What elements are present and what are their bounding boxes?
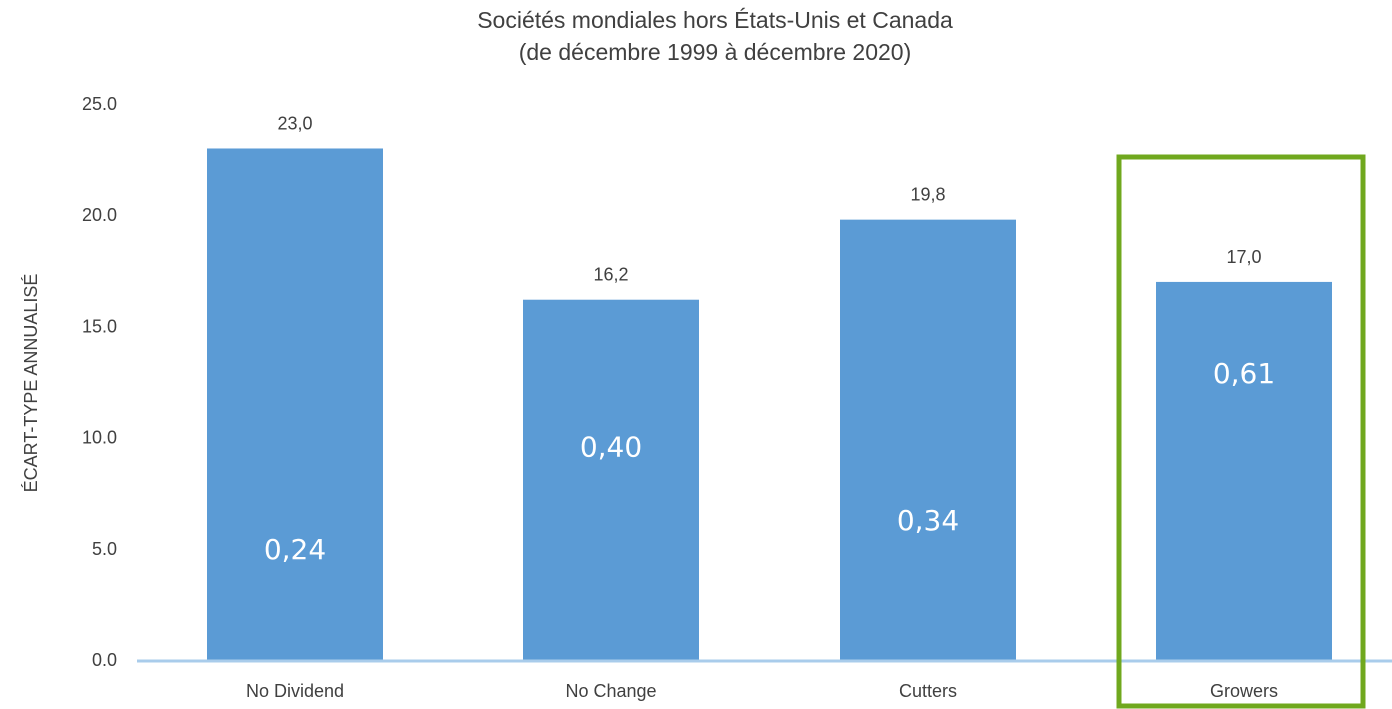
- y-tick-label: 20.0: [82, 205, 117, 225]
- bar-inner-label: 0,34: [897, 504, 959, 537]
- bar-value-label: 16,2: [593, 265, 628, 285]
- growers-highlight-box: [1116, 154, 1366, 709]
- y-tick-label: 5.0: [92, 539, 117, 559]
- bar-no-change: [523, 299, 699, 660]
- bar-value-label: 23,0: [277, 113, 312, 133]
- bar-value-label: 17,0: [1226, 247, 1261, 267]
- chart-title: Sociétés mondiales hors États-Unis et Ca…: [477, 7, 953, 33]
- bar-cutters: [840, 219, 1016, 660]
- bar-inner-label: 0,40: [580, 430, 642, 463]
- y-tick-label: 10.0: [82, 428, 117, 448]
- category-labels: No Dividend No Change Cutters Growers: [246, 681, 1278, 701]
- category-label-cutters: Cutters: [899, 681, 957, 701]
- bar-value-label: 19,8: [910, 185, 945, 205]
- bars-group: 23,0 0,24 16,2 0,40 19,8 0,34 17,0 0,61: [207, 113, 1332, 661]
- bar-inner-label: 0,24: [264, 533, 326, 566]
- y-tick-label: 0.0: [92, 650, 117, 670]
- category-label-growers: Growers: [1210, 681, 1278, 701]
- bar-inner-label: 0,61: [1213, 357, 1275, 390]
- y-tick-label: 25.0: [82, 94, 117, 114]
- y-tick-label: 15.0: [82, 316, 117, 336]
- y-axis-title: ÉCART-TYPE ANNUALISÉ: [21, 274, 41, 493]
- bar-no-dividend: [207, 148, 383, 661]
- y-axis-ticks: 0.0 5.0 10.0 15.0 20.0 25.0: [82, 94, 117, 670]
- bar-growers: [1156, 281, 1332, 660]
- category-label-no-dividend: No Dividend: [246, 681, 344, 701]
- chart-subtitle: (de décembre 1999 à décembre 2020): [519, 39, 912, 65]
- category-label-no-change: No Change: [565, 681, 656, 701]
